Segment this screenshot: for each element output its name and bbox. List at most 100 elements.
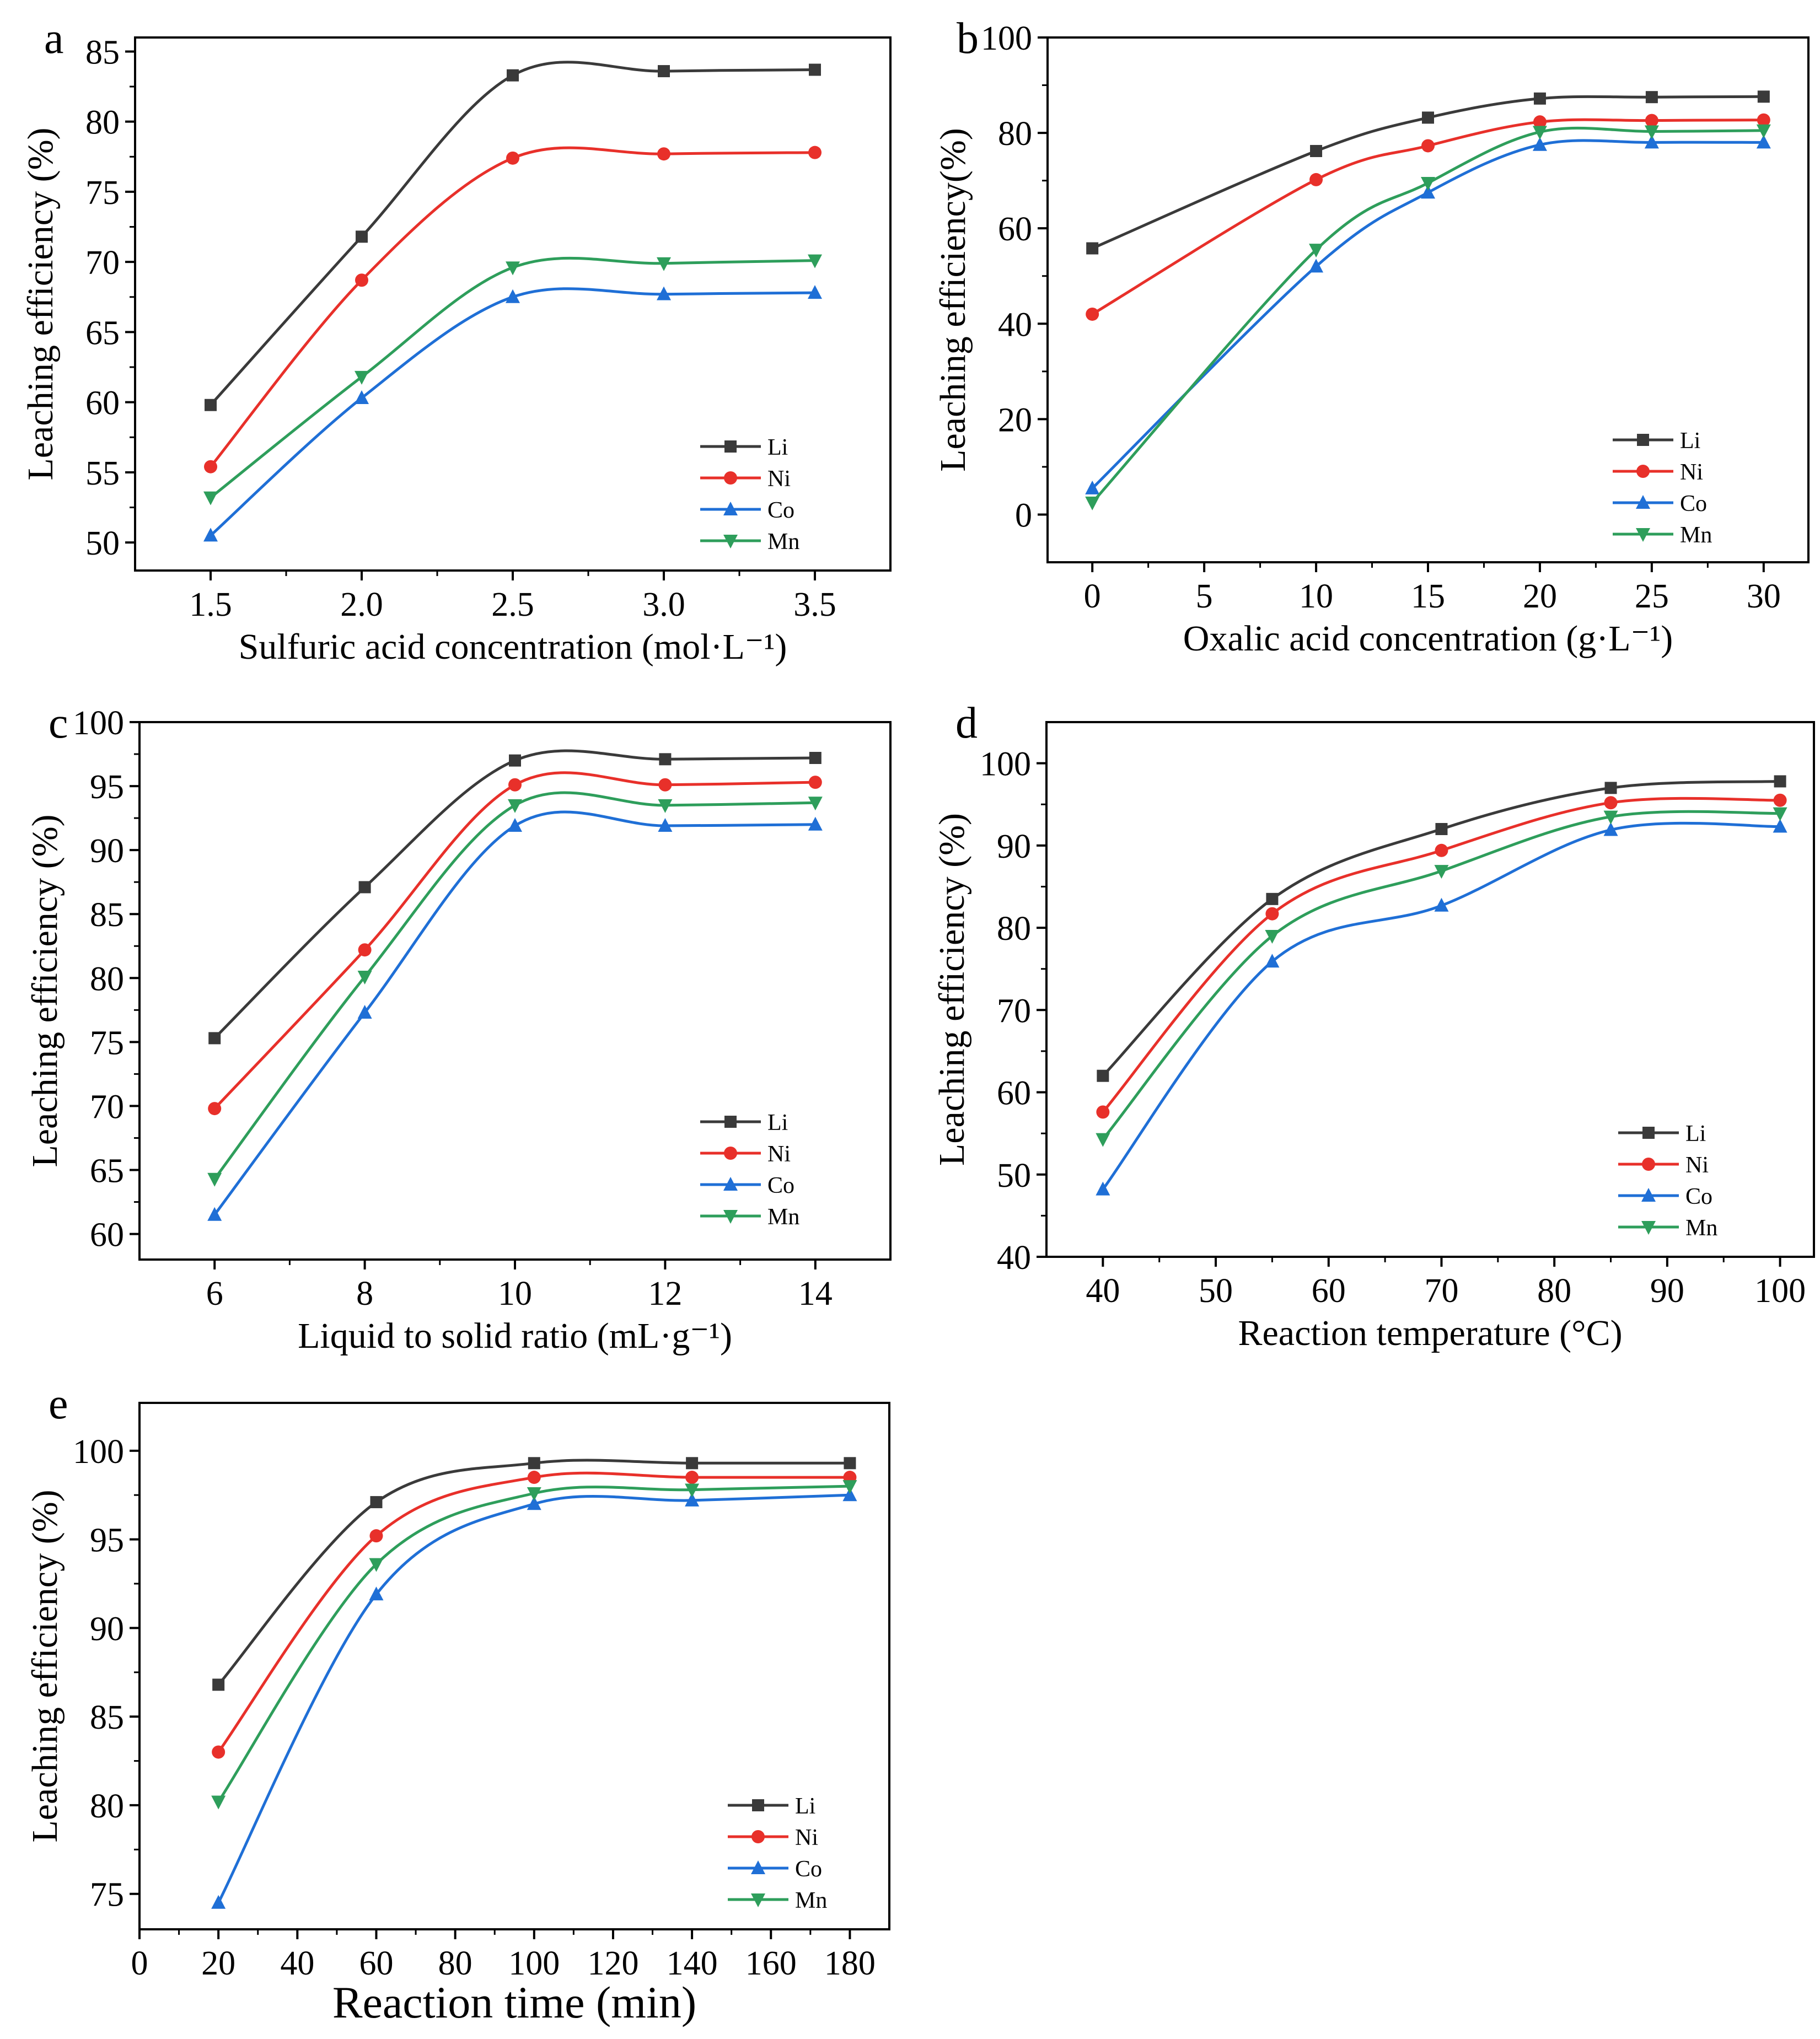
x-tick-label: 3.0 [642,586,685,623]
panel-label: a [44,14,64,63]
data-point-co [842,1487,857,1502]
x-tick-label: 50 [1199,1272,1233,1310]
y-tick-label: 70 [997,992,1031,1030]
legend-marker-co [1636,495,1650,509]
x-tick-label: 25 [1635,578,1669,615]
data-point-li [358,881,371,894]
data-point-li [1533,92,1546,105]
x-tick-label: 20 [1523,578,1557,615]
x-tick-label: 80 [438,1945,473,1982]
data-point-co [1532,137,1547,151]
y-tick-label: 90 [997,828,1031,865]
data-point-li [809,752,822,764]
data-point-ni [506,151,519,165]
legend-marker-ni [1636,465,1650,478]
data-point-co [369,1586,384,1601]
data-point-li [809,63,821,76]
data-point-co [1773,819,1787,833]
series-line-co [217,1493,850,1903]
data-point-ni [204,460,217,474]
x-tick-label: 8 [356,1275,373,1312]
y-tick-label: 75 [90,1024,124,1062]
data-point-li [212,1678,225,1691]
data-point-co [203,528,218,542]
data-point-ni [508,778,522,792]
legend-marker-li [724,440,737,453]
x-tick-label: 80 [1537,1272,1571,1310]
data-point-co [207,1207,222,1221]
data-point-li [1774,775,1786,788]
data-point-co [1085,480,1100,494]
legend-label-mn: Mn [767,1204,799,1230]
series-ni [1086,113,1770,321]
x-tick-label: 15 [1411,578,1445,615]
data-point-li [659,753,672,766]
data-point-li [370,1496,383,1509]
data-point-co [357,1004,372,1019]
data-point-co [1434,897,1449,912]
data-point-mn [842,1480,857,1494]
y-tick-label: 40 [997,1239,1031,1277]
legend-marker-li [1642,1127,1655,1139]
series-mn [1096,807,1787,1147]
x-tick-label: 1.5 [189,586,232,623]
plot-frame [138,1402,890,1930]
legend: Li Ni Co Mn [1618,1121,1717,1241]
data-point-ni [1096,1105,1110,1119]
data-point-li [1097,1069,1109,1082]
data-point-mn [808,797,823,811]
data-point-mn [508,799,522,813]
series-line-ni [210,146,815,468]
x-tick-label: 6 [206,1275,223,1312]
chart-panel-c: c 6 8 10 12 14 60 65 70 75 80 85 90 95 100 Liquid to so… [25,699,892,1356]
data-point-ni [527,1471,541,1484]
y-tick-label: 50 [997,1157,1031,1195]
legend-marker-co [723,1177,738,1191]
data-point-co [527,1496,541,1510]
y-tick-label: 100 [73,1433,124,1471]
x-tick-label: 10 [498,1275,532,1312]
data-point-ni [1435,843,1448,857]
plot-frame [1045,721,1815,1258]
y-tick-label: 100 [980,746,1031,783]
x-tick-label: 60 [1312,1272,1346,1310]
x-tick-label: 70 [1424,1272,1458,1310]
data-point-li [205,399,217,411]
data-point-ni [1773,793,1787,807]
series-line-mn [1102,810,1780,1140]
data-point-li [1086,242,1099,255]
legend-marker-mn [723,535,738,548]
data-point-ni [1421,139,1435,153]
data-point-co [1644,135,1659,149]
chart-panel-a: a 1.5 2.0 2.5 3.0 3.5 50 55 60 65 70 75 80 85 Sulfuric… [20,14,892,667]
data-point-li [1757,90,1770,103]
series-line-ni [217,1471,850,1753]
data-point-ni [358,943,372,957]
x-tick-label: 60 [359,1945,393,1982]
data-point-co [211,1895,226,1909]
y-tick-label: 80 [90,960,124,998]
data-point-li [507,69,519,82]
data-point-li [509,754,521,767]
y-tick-label: 70 [90,1088,124,1126]
series-line-mn [210,256,815,499]
y-tick-label: 90 [90,832,124,870]
data-point-li [1645,91,1658,104]
series-line-mn [217,1484,850,1803]
panel-label: d [955,699,978,747]
x-axis-label: Reaction temperature (°C) [1238,1313,1622,1353]
data-point-mn [506,261,520,276]
y-tick-label: 80 [85,104,120,142]
data-point-ni [1604,796,1618,810]
y-tick-label: 55 [85,455,120,492]
series-co [203,285,822,542]
x-tick-label: 100 [1754,1272,1806,1310]
series-co [1085,135,1771,494]
panel-label: e [49,1380,68,1428]
data-point-mn [207,1172,222,1187]
legend-marker-mn [751,1893,765,1907]
data-point-mn [203,491,218,505]
x-axis-label: Reaction time (min) [332,1977,696,2027]
data-point-mn [1532,126,1547,140]
data-point-ni [808,776,822,789]
